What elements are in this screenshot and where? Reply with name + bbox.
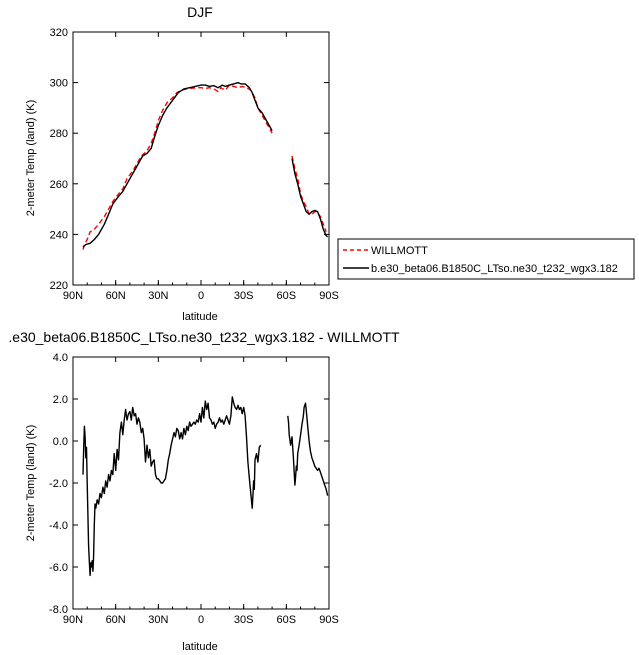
top-plot-area: 90N 60N 30N 0 30S 60S 90S 220 240 260 280 300 320	[50, 27, 339, 302]
top-x-tick-label: 90S	[319, 290, 339, 302]
legend-box	[337, 238, 635, 280]
top-series-line-0	[82, 84, 273, 250]
bottom-y-tick-label: 2.0	[53, 394, 68, 406]
bottom-plot-frame	[72, 356, 330, 610]
top-y-tick-label: 320	[50, 27, 68, 39]
bottom-x-tick-label: 90N	[63, 614, 83, 626]
bottom-y-tick-label: -4.0	[49, 520, 68, 532]
bottom-x-tick-label: 30N	[148, 614, 168, 626]
top-y-tick-label: 220	[50, 280, 68, 292]
bottom-x-tick-label: 0	[198, 614, 204, 626]
legend: WILLMOTT b.e30_beta06.B1850C_LTso.ne30_t…	[337, 238, 635, 280]
bottom-x-tick-label: 90S	[319, 614, 339, 626]
bottom-y-tick-label: -2.0	[49, 478, 68, 490]
top-x-tick-label: 60S	[277, 290, 297, 302]
top-panel: DJF 2-meter Temp (land) (K) 90N 60N 30N 0 30…	[25, 4, 635, 302]
top-x-tick-label: 30S	[234, 290, 254, 302]
top-y-tick-label: 260	[50, 179, 68, 191]
bottom-panel-y-axis-label: 2-meter Temp (land) (K)	[25, 425, 37, 542]
top-y-tick-label: 300	[50, 78, 68, 90]
bottom-y-tick-label: -6.0	[49, 562, 68, 574]
bottom-y-tick-label: 0.0	[53, 436, 68, 448]
top-y-tick-label: 240	[50, 229, 68, 241]
top-y-tick-label: 280	[50, 128, 68, 140]
bottom-y-tick-label: 4.0	[53, 352, 68, 364]
top-plot-frame	[72, 31, 330, 286]
top-x-tick-label: 30N	[148, 290, 168, 302]
top-x-tick-label: 60N	[106, 290, 126, 302]
top-series-line-1	[291, 158, 329, 238]
legend-label-model: b.e30_beta06.B1850C_LTso.ne30_t232_wgx3.…	[371, 263, 618, 275]
top-panel-title: DJF	[187, 4, 213, 20]
top-x-tick-label: 90N	[63, 290, 83, 302]
bottom-x-tick-label: 60N	[106, 614, 126, 626]
bottom-series-line-0	[287, 402, 329, 496]
bottom-panel-x-axis-label: latitude	[182, 641, 217, 653]
top-panel-x-axis-label: latitude	[182, 311, 217, 323]
legend-label-willmott: WILLMOTT	[371, 245, 428, 257]
bottom-plot-area: 90N 60N 30N 0 30S 60S 90S -8.0 -6.0 -4.0 -2.0 0.0 2.…	[49, 352, 339, 626]
top-series-line-1	[82, 81, 273, 248]
bottom-series-line-0	[82, 396, 262, 577]
top-panel-y-axis-label: 2-meter Temp (land) (K)	[25, 100, 37, 217]
bottom-panel-title: .e30_beta06.B1850C_LTso.ne30_t232_wgx3.1…	[8, 329, 400, 345]
bottom-panel: .e30_beta06.B1850C_LTso.ne30_t232_wgx3.1…	[8, 311, 400, 653]
bottom-x-tick-label: 60S	[277, 614, 297, 626]
bottom-y-tick-label: -8.0	[49, 604, 68, 616]
bottom-x-tick-label: 30S	[234, 614, 254, 626]
top-x-tick-label: 0	[198, 290, 204, 302]
